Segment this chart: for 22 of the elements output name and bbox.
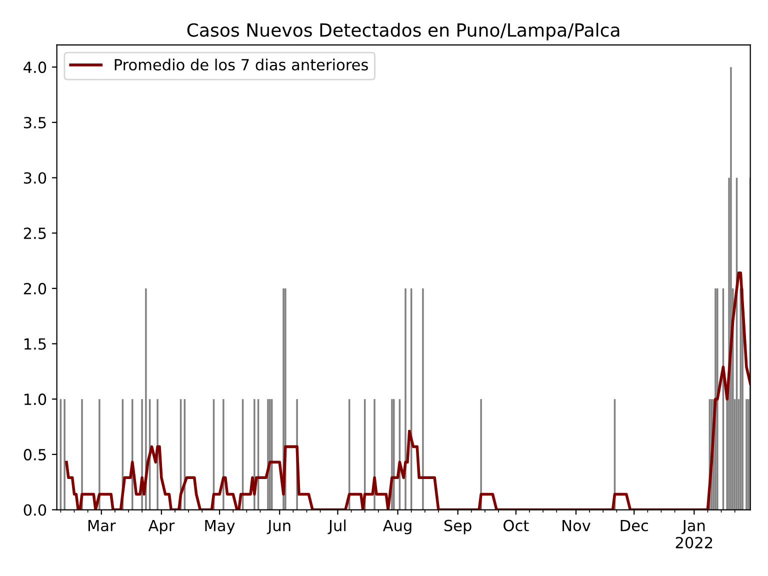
x-tick-label: Jan 2022 [676, 520, 712, 548]
y-tick-label: 0.5 [24, 448, 46, 460]
x-tick-label: Aug [382, 520, 412, 534]
y-tick-label: 2.5 [24, 228, 46, 240]
x-tick-label: Jul [328, 519, 346, 534]
y-tick-label: 0.0 [24, 504, 46, 516]
x-tick-label: Oct [504, 520, 529, 532]
chart-title: Casos Nuevos Detectados en Puno/Lampa/Palca [187, 22, 620, 40]
y-tick-label: 2.0 [24, 282, 46, 294]
y-tick-label: 3.5 [24, 116, 46, 128]
x-tick-label: Jun [266, 520, 290, 534]
y-tick-label: 1.0 [24, 394, 46, 406]
y-tick-label: 3.0 [24, 172, 46, 184]
x-tick-label: Nov [562, 520, 590, 532]
y-tick-label: 4.0 [24, 62, 46, 74]
x-tick-label: Apr [148, 520, 175, 534]
x-tick-label: May [205, 520, 235, 534]
y-tick-label: 1.5 [24, 338, 46, 350]
legend-label: Promedio de los 7 dias anteriores [114, 58, 368, 71]
x-tick-label: Dec [620, 520, 648, 532]
x-tick-label: Mar [88, 520, 116, 532]
x-tick-label: Sep [444, 520, 472, 534]
